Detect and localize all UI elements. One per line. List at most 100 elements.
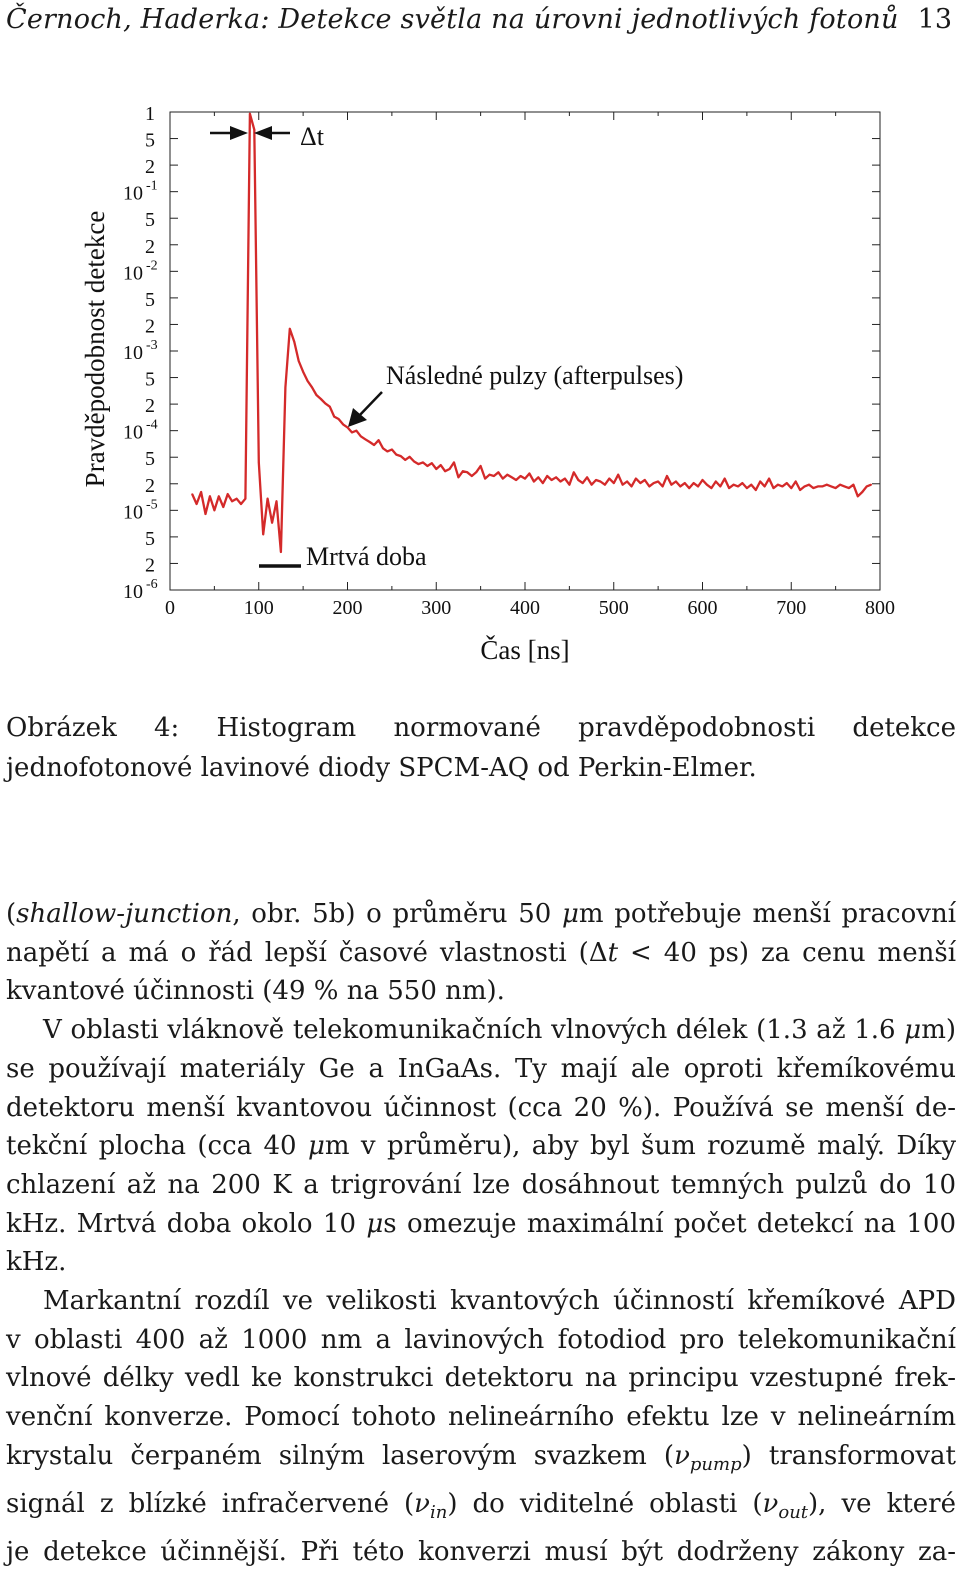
data-point <box>386 450 389 453</box>
x-tick-label: 300 <box>421 597 451 619</box>
data-point <box>604 483 606 486</box>
data-point <box>537 476 540 479</box>
data-point <box>240 503 242 505</box>
data-point <box>772 487 775 489</box>
data-point <box>373 444 375 446</box>
data-point <box>737 485 739 488</box>
text-run: in <box>429 1501 448 1523</box>
data-point <box>284 386 287 389</box>
text-line: chlazení až na 200 K a trigrování lze do… <box>6 1166 956 1205</box>
data-point <box>364 438 367 441</box>
data-point <box>346 426 349 429</box>
text-run: je detekce účinnější. Při této konverzi … <box>6 1536 956 1567</box>
data-point <box>581 482 584 484</box>
text-line: venční konverze. Pomocí tohoto nelineárn… <box>6 1398 956 1437</box>
data-point <box>595 479 597 481</box>
data-point <box>692 482 695 484</box>
data-point <box>848 487 850 489</box>
data-point <box>382 447 384 450</box>
data-point <box>439 464 442 466</box>
data-point <box>475 471 478 474</box>
data-point <box>723 477 726 480</box>
data-point <box>568 483 571 486</box>
text-run: v oblasti 400 až 1000 nm a lavinových fo… <box>6 1324 956 1355</box>
x-tick-label: 200 <box>333 597 363 619</box>
y-tick-label: 10 <box>123 183 143 205</box>
data-point <box>422 461 424 464</box>
running-header: Černoch, Haderka: Detekce světla na úrov… <box>6 4 952 40</box>
data-point <box>306 380 309 382</box>
data-point <box>608 477 611 480</box>
text-line: napětí a má o řád lepší časové vlastnost… <box>6 934 956 973</box>
text-run: kHz. <box>6 1247 67 1278</box>
text-run: chlazení až na 200 K a trigrování lze do… <box>6 1169 956 1200</box>
text-run: m potřebuje menší pracovní <box>578 899 957 929</box>
y-tick-label: 10 <box>123 501 143 523</box>
data-point <box>559 480 562 483</box>
text-run: shallow-junction <box>16 899 233 929</box>
text-run: ν <box>762 1488 779 1519</box>
data-point <box>444 470 446 473</box>
data-point <box>799 489 801 491</box>
y-axis-label: Pravděpodobnost detekce <box>80 211 110 488</box>
data-point <box>209 495 211 498</box>
data-point <box>564 477 566 480</box>
text-run: napětí a má o řád lepší časové vlastnost… <box>6 937 608 968</box>
data-point <box>675 480 677 483</box>
data-point <box>293 341 296 343</box>
delta-t-label: Δt <box>300 122 325 151</box>
data-point <box>320 398 322 400</box>
y-tick-label: 2 <box>145 475 155 497</box>
data-point <box>342 423 344 426</box>
text-run: venční konverze. Pomocí tohoto nelineárn… <box>6 1402 956 1433</box>
data-point <box>435 468 438 470</box>
data-point <box>679 485 682 488</box>
text-run: ν <box>414 1488 430 1519</box>
data-point <box>639 482 642 484</box>
data-points <box>191 112 872 553</box>
y-tick-label: 10 <box>123 422 143 444</box>
y-tick-exponent: -5 <box>146 497 158 512</box>
data-point <box>249 112 251 115</box>
data-point <box>572 471 575 474</box>
text-line: kHz. Mrtvá doba okolo 10 μs omezuje maxi… <box>6 1205 956 1244</box>
data-point <box>506 473 509 476</box>
data-point <box>768 477 770 480</box>
data-point <box>870 483 872 486</box>
y-tick-label: 2 <box>145 395 155 417</box>
data-point <box>466 471 469 474</box>
data-point <box>501 477 504 480</box>
data-point <box>759 480 762 483</box>
data-point <box>825 483 828 486</box>
data-point <box>244 497 247 500</box>
data-point <box>413 460 415 463</box>
text-run: ), ve které <box>808 1488 956 1519</box>
x-tick-label: 700 <box>776 597 806 619</box>
data-point <box>404 459 407 461</box>
data-point <box>257 461 260 464</box>
data-point <box>817 485 819 488</box>
data-point <box>533 480 535 483</box>
text-run: m v průměru), aby byl šum rozumě malý. D… <box>324 1131 957 1162</box>
data-point <box>355 429 358 432</box>
data-point <box>226 493 229 495</box>
text-line: tekční plocha (cca 40 μm v průměru), aby… <box>6 1127 956 1166</box>
body-text: (shallow-junction, obr. 5b) o průměru 50… <box>6 895 956 1571</box>
data-point <box>311 386 313 389</box>
data-point <box>546 475 549 477</box>
y-tick-exponent: -2 <box>146 258 158 273</box>
data-point <box>391 448 393 451</box>
data-point <box>555 476 557 479</box>
data-point <box>315 394 318 396</box>
data-point <box>231 500 234 503</box>
data-point <box>719 485 722 488</box>
data-point <box>457 476 460 479</box>
data-point <box>337 418 340 420</box>
data-point <box>519 475 522 477</box>
data-point <box>808 483 810 486</box>
data-point <box>524 477 526 480</box>
data-point <box>865 485 868 488</box>
data-point <box>453 461 455 464</box>
y-tick-exponent: -6 <box>146 577 158 592</box>
